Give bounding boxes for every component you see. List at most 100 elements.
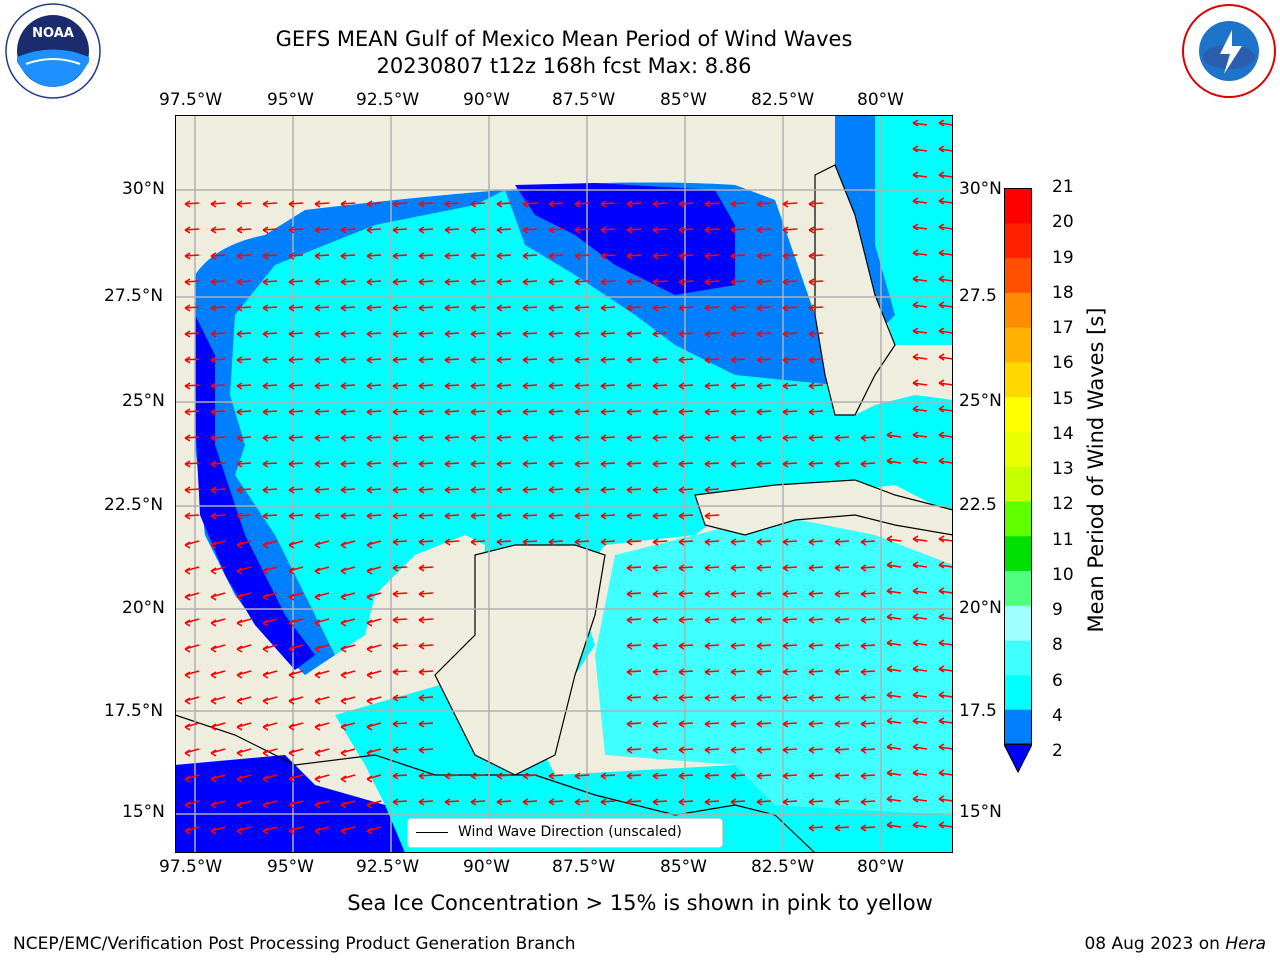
wind-arrow <box>912 145 928 153</box>
wind-arrow <box>730 460 746 468</box>
wind-arrow <box>886 561 902 569</box>
wind-arrow <box>288 644 304 653</box>
wind-arrow <box>236 382 252 390</box>
wind-arrow <box>548 382 564 390</box>
wind-arrow <box>808 746 824 754</box>
wind-arrow <box>314 356 330 364</box>
central-america-land <box>175 714 816 853</box>
wind-arrow <box>730 564 746 572</box>
wind-arrow <box>626 616 642 624</box>
wind-arrow <box>470 382 486 390</box>
wind-arrow <box>834 798 850 806</box>
wind-arrow <box>288 278 304 286</box>
wind-arrow <box>314 748 330 757</box>
wind-arrow <box>548 200 564 208</box>
wind-arrow <box>184 252 200 260</box>
wind-arrow <box>626 434 642 442</box>
wind-arrow <box>782 642 798 650</box>
lat-tick: 15°N <box>122 802 165 822</box>
wind-arrow <box>782 226 798 234</box>
wind-arrow <box>730 226 746 234</box>
cuba-land <box>694 479 953 536</box>
wind-arrow <box>340 748 356 757</box>
wind-arrow <box>626 564 642 572</box>
wind-arrow <box>704 512 720 520</box>
wind-arrow <box>392 694 408 702</box>
wind-arrow <box>626 330 642 338</box>
wind-arrow <box>470 200 486 208</box>
wind-arrow <box>652 226 668 234</box>
wind-arrow <box>262 486 278 494</box>
wind-arrow <box>496 538 512 546</box>
wind-arrow <box>366 566 382 575</box>
wind-arrow <box>938 171 953 179</box>
wind-arrow <box>210 644 226 653</box>
wind-arrow <box>912 249 928 257</box>
wind-arrow <box>262 512 278 520</box>
wind-arrow <box>678 798 694 806</box>
wind-arrow <box>548 226 564 234</box>
wind-arrow <box>652 434 668 442</box>
wind-arrow <box>314 800 330 809</box>
wind-arrow <box>678 486 694 494</box>
wind-arrow <box>756 642 772 650</box>
wind-arrow <box>262 330 278 338</box>
wind-arrow <box>314 826 330 835</box>
wind-arrow <box>470 278 486 286</box>
colorbar-tick-label: 21 <box>1052 177 1074 197</box>
wind-arrow <box>730 200 746 208</box>
wind-arrow <box>236 304 252 312</box>
wind-arrow <box>808 200 824 208</box>
wind-arrow <box>288 748 304 757</box>
wind-arrow <box>210 592 226 601</box>
wind-arrow <box>938 249 953 257</box>
wind-arrow <box>548 772 564 780</box>
wind-arrow <box>938 717 953 725</box>
lat-tick: 25°N <box>959 391 1002 411</box>
wind-arrow <box>574 382 590 390</box>
wind-arrow <box>340 356 356 364</box>
colorbar-segment <box>1004 535 1032 572</box>
colorbar-segment <box>1004 257 1032 293</box>
wind-arrow <box>808 382 824 390</box>
wind-arrow <box>522 304 538 312</box>
wind-arrow <box>938 743 953 751</box>
colorbar-segment <box>1004 501 1032 537</box>
wind-arrow <box>444 434 460 442</box>
wind-arrow <box>470 512 486 520</box>
wind-arrow <box>262 382 278 390</box>
wind-arrow <box>236 566 252 575</box>
legend-line-swatch <box>416 832 448 833</box>
wind-arrow <box>392 330 408 338</box>
wind-arrow <box>262 826 278 835</box>
lat-tick: 17.5°N <box>104 701 164 721</box>
wind-arrow <box>626 512 642 520</box>
wind-arrow <box>600 356 616 364</box>
wind-arrow <box>808 538 824 546</box>
wind-arrow <box>678 408 694 416</box>
wind-arrow <box>392 512 408 520</box>
wind-arrow <box>678 564 694 572</box>
wind-arrow <box>340 252 356 260</box>
lat-tick: 22.5°N <box>104 495 164 515</box>
footer-date-text: 08 Aug 2023 on <box>1084 934 1226 954</box>
wind-arrow <box>626 746 642 754</box>
wind-arrow <box>288 722 304 731</box>
wind-arrow <box>652 304 668 312</box>
wind-arrow <box>470 434 486 442</box>
wind-arrow <box>184 566 200 575</box>
wind-arrow <box>782 772 798 780</box>
colorbar-tick-label: 2 <box>1052 741 1063 761</box>
wind-arrow <box>600 252 616 260</box>
wind-arrow <box>730 538 746 546</box>
wind-arrow <box>548 330 564 338</box>
wind-arrow <box>288 618 304 627</box>
wind-arrow <box>704 252 720 260</box>
wind-arrow <box>574 200 590 208</box>
wind-arrow <box>210 566 226 575</box>
wind-arrow <box>652 330 668 338</box>
wind-arrow <box>574 408 590 416</box>
colorbar-tick-label: 17 <box>1052 318 1074 338</box>
wind-arrow <box>444 330 460 338</box>
wind-arrow <box>652 798 668 806</box>
